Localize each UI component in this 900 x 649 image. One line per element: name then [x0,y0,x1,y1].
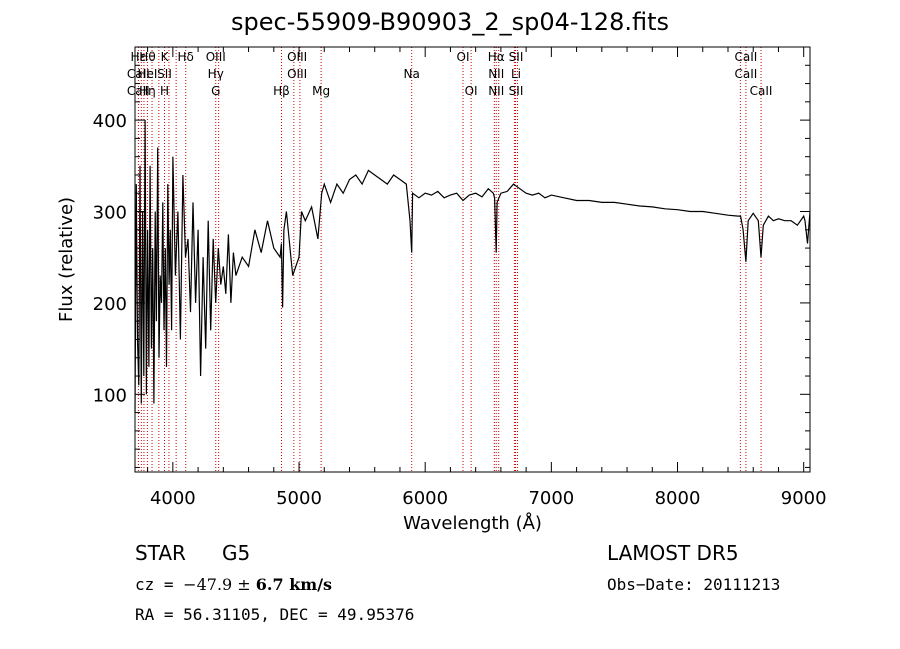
spectral-line-label: CaII [735,50,758,64]
x-tick-label: 7000 [528,488,574,509]
spectral-line-label: Hη [139,84,156,98]
spectral-line-label: Mg [312,84,330,98]
cz-error: 6.7 km/s [255,575,333,594]
spectral-line-label: Hβ [273,84,290,98]
spectral-line-label: SII [509,50,524,64]
x-tick-label: 9000 [781,488,827,509]
spectral-line-label: OI [465,84,478,98]
plot-frame [134,46,811,473]
spectral-line-label: NII [488,67,504,81]
spectral-line-label: G [211,84,220,98]
y-tick-label: 100 [93,385,127,406]
spectral-line-label: HeI [138,67,158,81]
cz-prefix: cz = [135,575,184,594]
spectral-line-label: SII [509,84,524,98]
spectral-line-label: CaII [735,67,758,81]
spectral-line-label: SII [157,67,172,81]
object-class: STAR [135,541,186,565]
spectral-line-label: Hδ [178,50,194,64]
x-tick-label: 8000 [655,488,701,509]
spectral-line-label: Hγ [208,67,224,81]
spectral-line-label: Na [404,67,420,81]
x-axis-label: Wavelength (Å) [403,512,542,534]
chart-title: spec-55909-B90903_2_sp04-128.fits [231,8,669,36]
spectral-line-label: CaII [127,84,150,98]
spectral-line-label: OIII [287,67,307,81]
x-tick-label: 5000 [276,488,322,509]
y-tick-label: 200 [93,294,127,315]
y-tick-label: 400 [93,111,127,132]
y-axis-label: Flux (relative) [56,197,77,322]
redshift-readout: cz = −47.9 ± 6.7 km/s [135,575,332,594]
x-tick-label: 4000 [150,488,196,509]
y-tick-label: 300 [93,203,127,224]
x-tick-label: 6000 [402,488,448,509]
spectral-line-label: Hθ [139,50,155,64]
spectral-line-label: Hε [131,50,147,64]
cz-pm: ± [232,575,256,594]
cz-value: −47.9 [183,575,233,594]
survey-label: LAMOST DR5 [607,541,739,565]
spectral-line-label: OI [457,50,470,64]
spectrum-line [134,120,811,413]
object-subclass: G5 [222,541,251,565]
spectral-line-label: H [160,84,169,98]
spectral-line-label: Li [511,67,521,81]
spectral-line-label: CaII [750,84,773,98]
spectral-line-label: OIII [287,50,307,64]
obs-date: Obs−Date: 20111213 [607,575,781,594]
spectral-line-label: Hα [488,50,505,64]
spectral-line-label: NII [488,84,504,98]
coordinates: RA = 56.31105, DEC = 49.95376 [135,605,415,624]
spectral-line-label: OIII [206,50,226,64]
spectral-line-label: K [161,50,170,64]
spectral-line-label: CaII [127,67,150,81]
